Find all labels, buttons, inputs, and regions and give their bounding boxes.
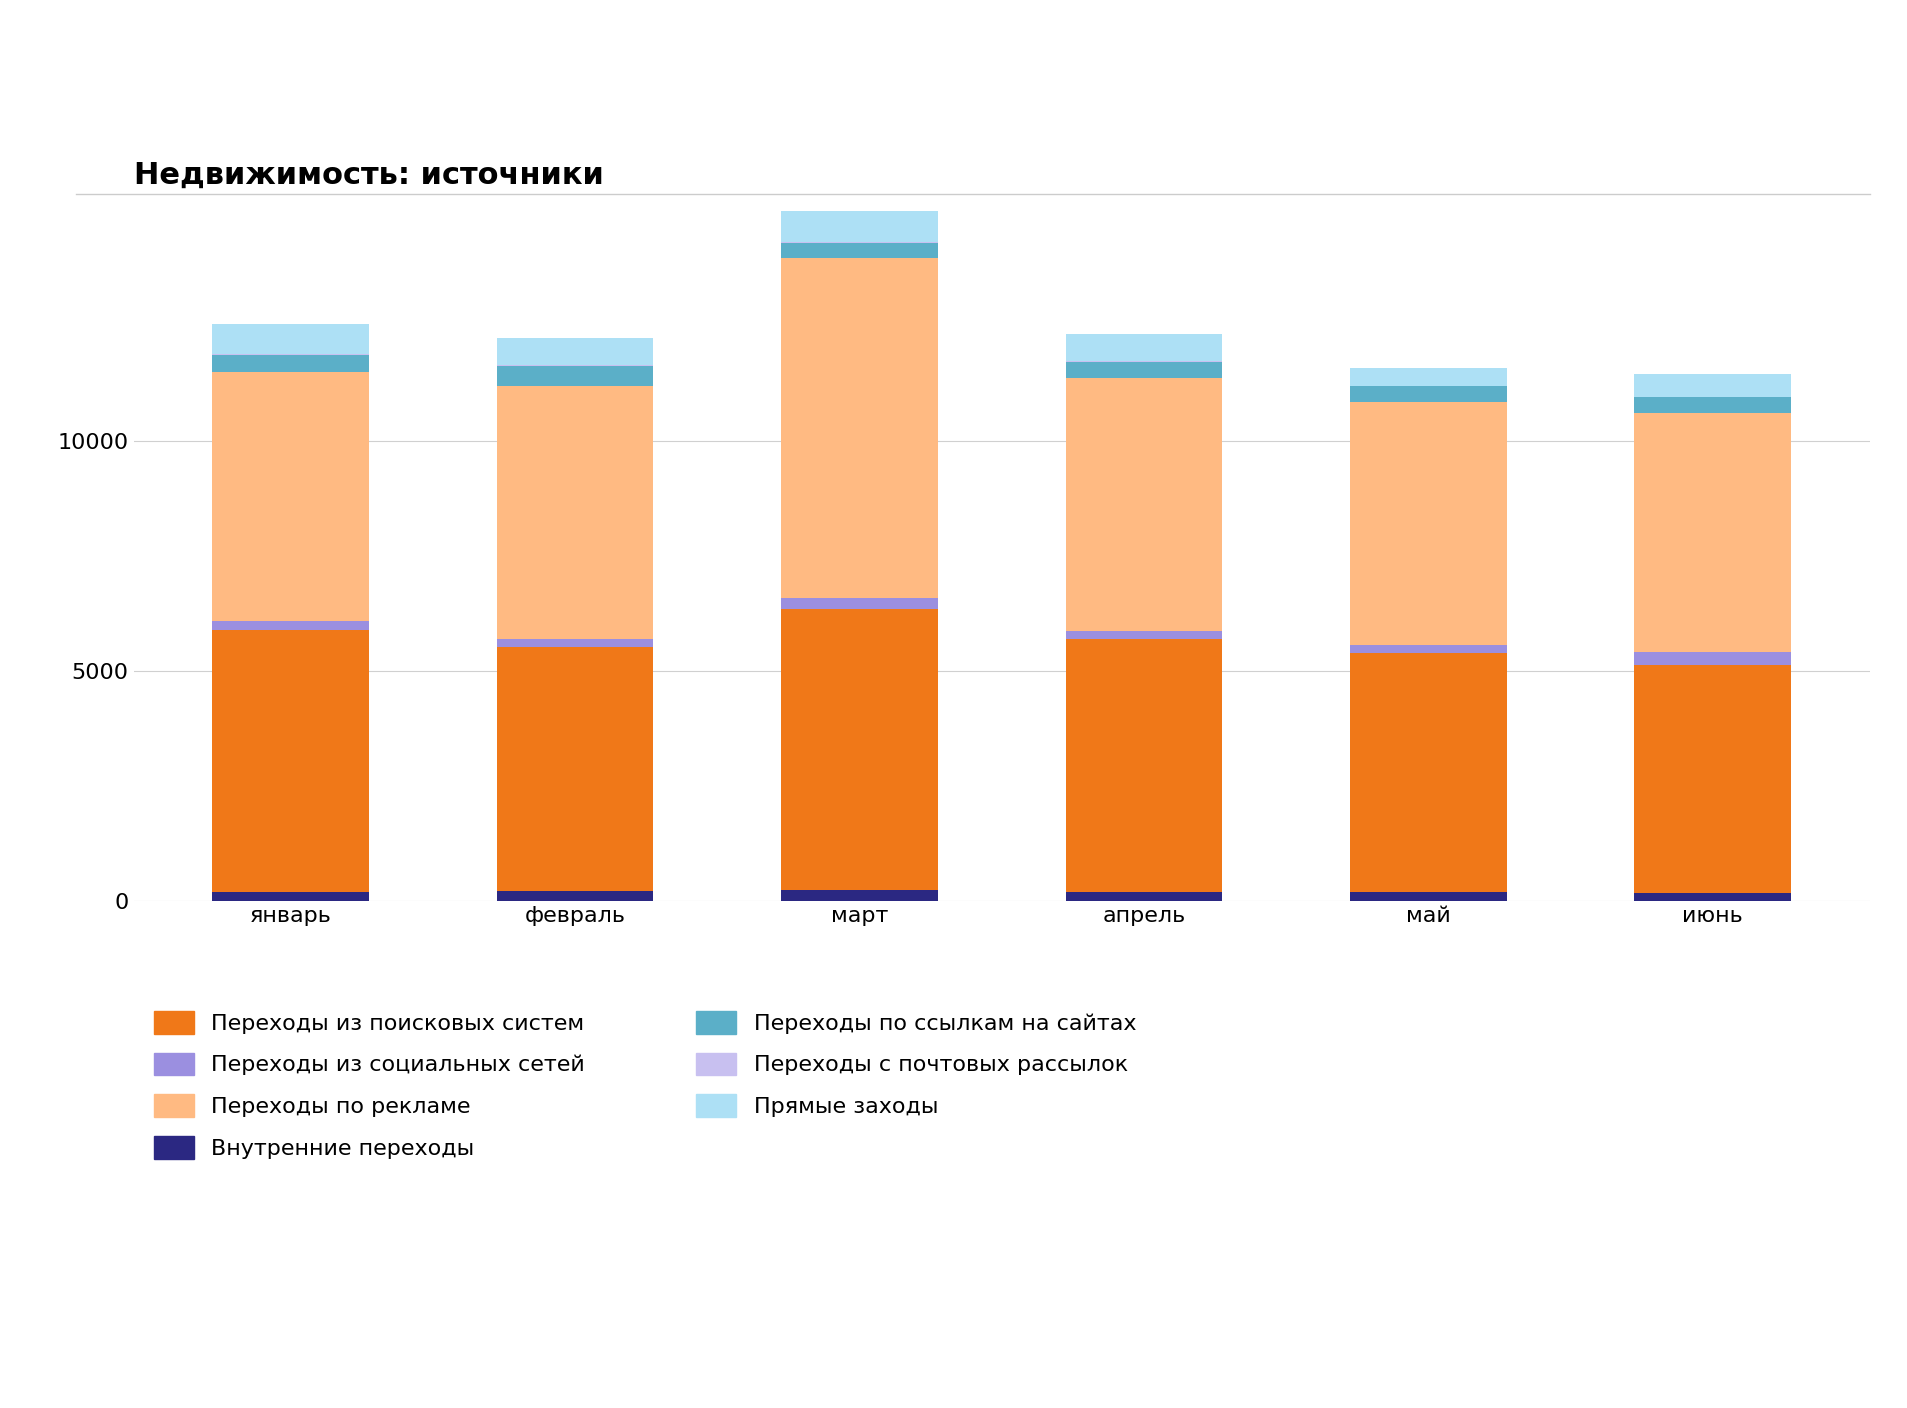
Bar: [1634, 893, 1791, 901]
Bar: [1350, 367, 1507, 386]
Bar: [212, 621, 368, 629]
Bar: [1634, 375, 1791, 397]
Bar: [496, 890, 652, 901]
Bar: [496, 639, 652, 646]
Bar: [212, 629, 368, 891]
Bar: [1350, 645, 1507, 653]
Bar: [1634, 413, 1791, 652]
Bar: [1350, 653, 1507, 891]
Bar: [1066, 893, 1222, 901]
Bar: [212, 355, 368, 372]
Bar: [1634, 397, 1791, 413]
Bar: [780, 244, 936, 258]
Bar: [496, 386, 652, 639]
Bar: [1066, 379, 1222, 631]
Bar: [496, 646, 652, 890]
Bar: [1066, 362, 1222, 379]
Bar: [780, 890, 936, 901]
Bar: [780, 610, 936, 890]
Bar: [1066, 639, 1222, 893]
Bar: [780, 598, 936, 610]
Bar: [1066, 335, 1222, 360]
Bar: [1634, 652, 1791, 665]
Text: Недвижимость: источники: Недвижимость: источники: [133, 161, 603, 190]
Bar: [212, 891, 368, 901]
Bar: [496, 366, 652, 386]
Bar: [1634, 665, 1791, 893]
Bar: [212, 372, 368, 621]
Bar: [1350, 401, 1507, 645]
Bar: [780, 189, 936, 242]
Bar: [1066, 631, 1222, 639]
Legend: Переходы из поисковых систем, Переходы из социальных сетей, Переходы по рекламе,: Переходы из поисковых систем, Переходы и…: [145, 1002, 1144, 1167]
Bar: [212, 324, 368, 353]
Bar: [496, 338, 652, 365]
Bar: [1350, 386, 1507, 401]
Bar: [780, 258, 936, 598]
Bar: [1350, 891, 1507, 901]
